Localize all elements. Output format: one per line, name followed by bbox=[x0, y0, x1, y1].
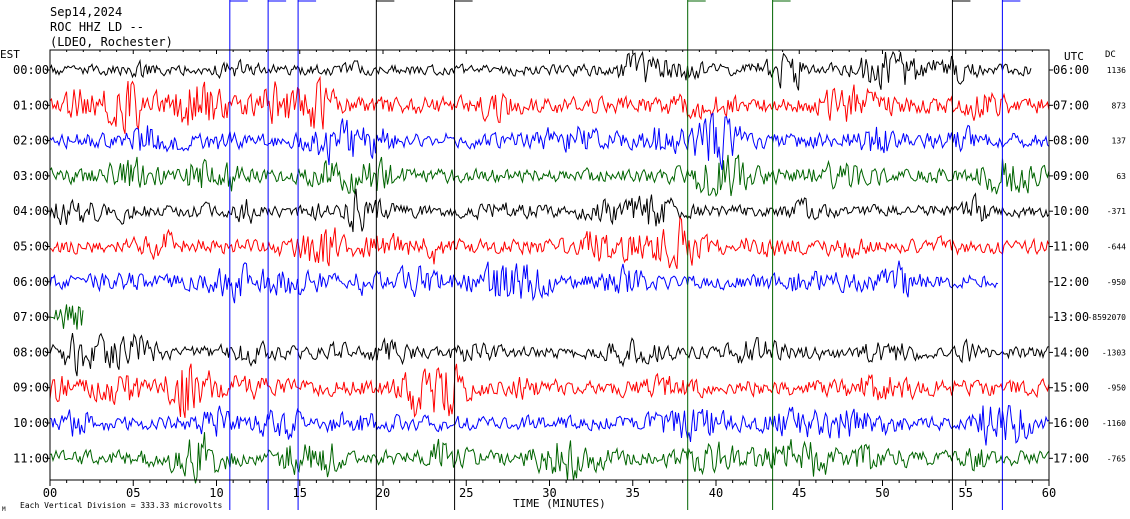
x-tick-label: 30 bbox=[542, 486, 556, 500]
x-tick-label: 60 bbox=[1042, 486, 1056, 500]
seismic-trace bbox=[49, 332, 1050, 377]
dc-value: -8592070 bbox=[1087, 313, 1126, 322]
right-hour-label: 09:00 bbox=[1053, 169, 1089, 183]
dc-value: 873 bbox=[1112, 101, 1127, 110]
x-tick-label: 25 bbox=[459, 486, 473, 500]
left-hour-label: 04:00 bbox=[13, 204, 49, 218]
left-hour-label: 06:00 bbox=[13, 275, 49, 289]
corner-mark: M bbox=[2, 506, 6, 513]
left-hour-label: 08:00 bbox=[13, 345, 49, 359]
right-timezone-label: UTC bbox=[1064, 50, 1084, 63]
dc-value: 137 bbox=[1112, 137, 1127, 146]
seismic-trace bbox=[49, 405, 1050, 446]
x-tick-label: 50 bbox=[875, 486, 889, 500]
right-hour-label: 10:00 bbox=[1053, 204, 1089, 218]
header-station: ROC HHZ LD -- bbox=[50, 20, 144, 34]
dc-header: DC bbox=[1105, 50, 1116, 60]
x-tick-label: 40 bbox=[709, 486, 723, 500]
dc-value: -950 bbox=[1107, 384, 1126, 393]
right-hour-label: 14:00 bbox=[1053, 345, 1089, 359]
seismic-trace bbox=[49, 50, 1032, 91]
dc-value: -644 bbox=[1107, 243, 1126, 252]
x-tick-label: 35 bbox=[626, 486, 640, 500]
left-hour-label: 11:00 bbox=[13, 451, 49, 465]
left-hour-label: 05:00 bbox=[13, 240, 49, 254]
right-hour-label: 17:00 bbox=[1053, 451, 1089, 465]
seismic-trace bbox=[49, 432, 1050, 484]
left-hour-label: 01:00 bbox=[13, 98, 49, 112]
right-hour-labels: 06:00 07:00 08:00 09:00 10:00 11:00 12:00 13:00… bbox=[1049, 63, 1089, 465]
header-network: (LDEO, Rochester) bbox=[50, 35, 173, 49]
x-axis-label: TIME (MINUTES) bbox=[513, 497, 606, 510]
dc-value: 63 bbox=[1116, 172, 1126, 181]
right-hour-label: 11:00 bbox=[1053, 240, 1089, 254]
right-hour-label: 06:00 bbox=[1053, 63, 1089, 77]
seismic-trace bbox=[49, 112, 1050, 171]
dc-value: -371 bbox=[1107, 207, 1126, 216]
right-hour-label: 08:00 bbox=[1053, 134, 1089, 148]
x-tick-label: 15 bbox=[293, 486, 307, 500]
left-hour-label: 09:00 bbox=[13, 381, 49, 395]
dc-value: -950 bbox=[1107, 278, 1126, 287]
trace-layer bbox=[49, 50, 1050, 484]
left-hour-label: 07:00 bbox=[13, 310, 49, 324]
dc-offset-labels: 1136 873 137 63 -371 -644 -950 -8592070 -1303 -95… bbox=[1087, 66, 1126, 463]
plot-frame bbox=[49, 49, 1050, 481]
scale-note: Each Vertical Division = 333.33 microvol… bbox=[20, 501, 222, 510]
right-hour-label: 16:00 bbox=[1053, 416, 1089, 430]
seismic-trace bbox=[49, 154, 1050, 198]
seismic-trace bbox=[49, 216, 1050, 269]
seismic-trace bbox=[49, 363, 1050, 418]
dc-value: -1303 bbox=[1102, 348, 1126, 357]
x-tick-label: 55 bbox=[959, 486, 973, 500]
seismic-trace bbox=[49, 304, 84, 330]
right-hour-label: 12:00 bbox=[1053, 275, 1089, 289]
seismic-trace bbox=[49, 75, 1050, 134]
left-hour-label: 10:00 bbox=[13, 416, 49, 430]
x-tick-label: 20 bbox=[376, 486, 390, 500]
header-date: Sep14,2024 bbox=[50, 5, 122, 19]
right-hour-label: 07:00 bbox=[1053, 98, 1089, 112]
left-hour-label: 02:00 bbox=[13, 134, 49, 148]
seismic-trace bbox=[49, 188, 1050, 233]
right-hour-label: 13:00 bbox=[1053, 310, 1089, 324]
left-hour-label: 03:00 bbox=[13, 169, 49, 183]
seismic-trace bbox=[49, 260, 999, 304]
x-tick-label: 00 bbox=[43, 486, 57, 500]
x-tick-label: 10 bbox=[209, 486, 223, 500]
right-hour-label: 15:00 bbox=[1053, 381, 1089, 395]
dc-value: -1160 bbox=[1102, 419, 1126, 428]
left-hour-label: 00:00 bbox=[13, 63, 49, 77]
dc-value: -765 bbox=[1107, 454, 1126, 463]
left-timezone-label: EST bbox=[0, 48, 20, 61]
left-hour-labels: 00:00 01:00 02:00 03:00 04:00 05:00 06:00 07:00… bbox=[13, 63, 50, 465]
x-axis-ticks: 00 05 10 15 20 25 30 35 40 45 50 55 60 bbox=[43, 50, 1056, 500]
dc-value: 1136 bbox=[1107, 66, 1126, 75]
spike-layer bbox=[229, 0, 1021, 510]
x-tick-label: 05 bbox=[126, 486, 140, 500]
x-tick-label: 45 bbox=[792, 486, 806, 500]
